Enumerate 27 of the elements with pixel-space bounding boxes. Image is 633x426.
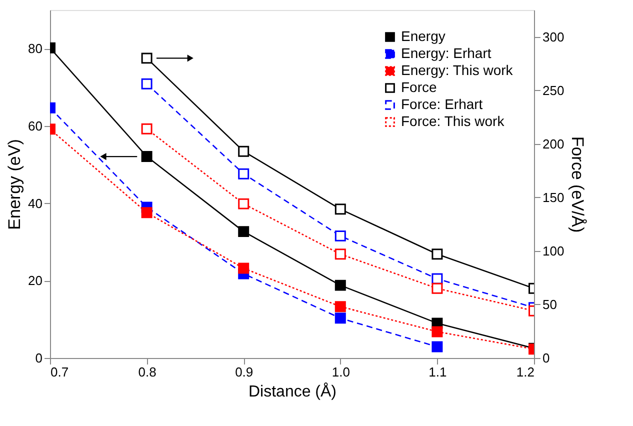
y-tick-label: 60 <box>28 118 42 134</box>
legend-label: Force: Erhart <box>401 96 483 112</box>
y-tick-label: 20 <box>28 273 42 288</box>
x-tick-label: 1.2 <box>516 364 534 380</box>
y2-tick-label: 50 <box>542 296 557 312</box>
y-tick-label: 80 <box>28 41 42 56</box>
x-tick-label: 1.0 <box>332 364 350 380</box>
y2-tick-label: 150 <box>542 190 564 205</box>
y2-tick-label: 200 <box>542 136 564 152</box>
x-tick-label: 0.8 <box>138 364 156 380</box>
y2-tick-label: 300 <box>542 29 564 44</box>
legend-label: Energy: Erhart <box>401 45 492 61</box>
y-axis-title: Energy (eV) <box>5 139 24 230</box>
y2-tick-label: 100 <box>542 243 564 258</box>
y2-tick-label: 0 <box>542 350 550 366</box>
legend-label: Energy <box>401 28 446 44</box>
y-tick-label: 0 <box>35 350 42 366</box>
y2-axis-title: Force (eV/Å) <box>568 136 588 233</box>
legend-label: Force <box>401 79 437 95</box>
legend-label: Force: This work <box>401 113 506 129</box>
x-axis-title: Distance (Å) <box>248 382 337 400</box>
y2-tick-label: 250 <box>542 82 564 98</box>
y-tick-label: 40 <box>28 196 42 211</box>
x-tick-label: 0.9 <box>235 364 254 380</box>
x-tick-label: 1.1 <box>428 364 447 380</box>
legend-label: Energy: This work <box>401 62 514 78</box>
x-tick-label: 0.7 <box>50 364 69 380</box>
